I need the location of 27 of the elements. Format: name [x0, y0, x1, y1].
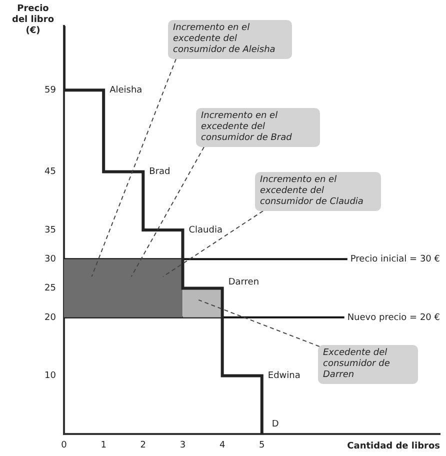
callout: Incremento en el excedente del consumidor de Aleisha	[168, 20, 292, 59]
callout: Excedente del consumidor de Darren	[318, 345, 418, 384]
y-tick-label: 30	[44, 254, 56, 264]
y-tick-label: 20	[44, 312, 56, 323]
y-tick-label: 59	[44, 85, 56, 96]
annotation: Aleisha	[110, 85, 142, 96]
annotation: D	[272, 419, 279, 430]
y-tick-label: 35	[44, 225, 56, 236]
x-axis-title: Cantidad de libros	[347, 441, 440, 452]
y-axis-title: Precio del libro (€)	[11, 4, 55, 37]
x-tick-label: 5	[259, 440, 265, 451]
x-tick-label: 3	[180, 440, 186, 451]
y-tick-label: 45	[44, 167, 56, 178]
ref-line-label: Nuevo precio = 20 €	[347, 312, 440, 323]
x-tick-label: 2	[140, 440, 146, 451]
annotation: Edwina	[268, 371, 300, 382]
callout: Incremento en el excedente del consumidor de Claudia	[255, 172, 381, 211]
y-tick-label: 10	[44, 371, 56, 382]
y-tick-label: 25	[44, 284, 56, 294]
ref-line-label: Precio inicial = 30 €	[350, 254, 440, 264]
x-tick-label: 0	[61, 440, 68, 451]
callout: Incremento en el excedente del consumidor de Brad	[196, 108, 320, 147]
annotation: Darren	[228, 278, 260, 288]
x-tick-label: 4	[219, 440, 226, 451]
x-tick-label: 1	[100, 440, 106, 451]
annotation: Claudia	[188, 225, 222, 236]
annotation: Brad	[149, 167, 170, 178]
